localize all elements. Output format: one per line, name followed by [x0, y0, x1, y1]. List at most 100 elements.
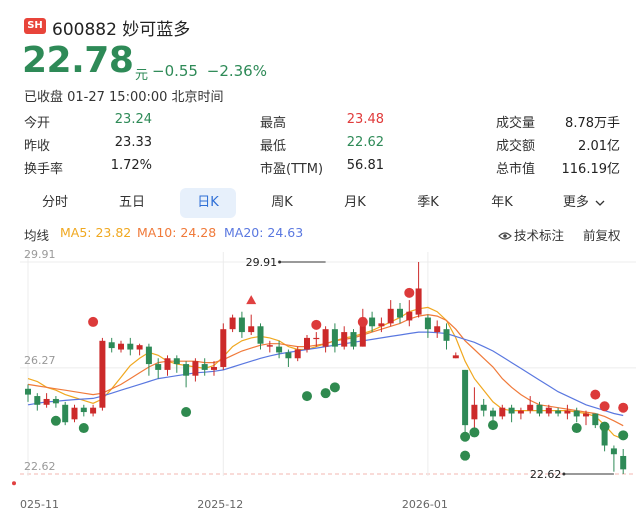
signal-dot	[78, 423, 89, 434]
candle-body	[34, 396, 41, 405]
signal-dot	[571, 423, 582, 434]
candle-body	[350, 332, 357, 347]
candle-body	[452, 355, 459, 359]
candle-body	[62, 404, 69, 423]
chart-labels: 29.91 26.27 22.62 025-11 2025-12 2026-01 29.91…	[12, 248, 614, 511]
candle-body	[573, 410, 580, 417]
signal-dot	[488, 420, 498, 431]
stat-value-open: 23.24	[114, 112, 152, 127]
candle-body	[285, 352, 292, 359]
stat-label-turnover-amount: 成交额	[496, 139, 536, 154]
change-amount: −0.55	[152, 62, 198, 80]
candle-body	[25, 388, 31, 395]
candle-body	[238, 317, 245, 333]
signal-dot	[329, 382, 340, 393]
stat-label-low: 最低	[260, 139, 287, 154]
price-unit: 元	[135, 68, 149, 83]
candle-body	[564, 410, 571, 414]
stats-grid: 今开 23.24 最高 23.48 成交量 8.78万手 昨收 23.33 最低…	[0, 110, 640, 180]
signal-triangle	[246, 295, 257, 305]
stat-label-volume: 成交量	[496, 116, 536, 131]
annotation-dot	[562, 472, 566, 476]
candle-body	[508, 407, 515, 414]
signal-dot	[311, 319, 322, 330]
candle-body	[517, 410, 524, 414]
stat-label-market-cap: 总市值	[496, 162, 536, 177]
signal-dot	[302, 391, 312, 402]
candle-body	[322, 329, 329, 347]
signal-dot	[320, 388, 331, 399]
tab-more-label: 更多	[562, 195, 589, 210]
adjust-mode-button[interactable]: 前复权	[583, 228, 621, 243]
tab-more[interactable]: 更多	[556, 188, 612, 218]
candle-body	[471, 404, 478, 420]
exchange-badge: SH	[24, 18, 46, 34]
candle-body	[424, 317, 431, 330]
tab-monthly-k[interactable]: 月K	[344, 195, 366, 210]
candle-body	[294, 349, 301, 359]
stat-label-high: 最高	[260, 116, 287, 131]
candle-body	[99, 340, 106, 408]
chevron-down-icon	[595, 200, 605, 206]
low-annotation-label: 22.62	[530, 468, 562, 481]
y-tick-label: 22.62	[24, 460, 56, 473]
tech-annotation-label: 技术标注	[514, 228, 565, 243]
market-status: 已收盘 01-27 15:00:00 北京时间	[24, 90, 224, 105]
candle-body	[620, 455, 627, 470]
candle-body	[583, 413, 589, 417]
chart-grid	[20, 252, 636, 476]
signal-dot	[599, 421, 610, 432]
stat-value-low: 22.62	[346, 135, 384, 150]
tab-weekly-k[interactable]: 周K	[271, 195, 293, 210]
candle-body	[490, 410, 496, 417]
kline-chart[interactable]: 29.91 26.27 22.62 025-11 2025-12 2026-01 29.91…	[0, 244, 640, 526]
stat-value-market-cap: 116.19亿	[561, 162, 621, 177]
stat-value-high: 23.48	[346, 112, 384, 127]
candle-body	[266, 345, 273, 347]
candle-body	[173, 358, 180, 365]
ma5-legend: MA5: 23.82	[60, 225, 132, 240]
tab-five-day[interactable]: 五日	[118, 195, 145, 210]
candle-body	[127, 343, 134, 350]
tab-intraday[interactable]: 分时	[41, 195, 68, 210]
candle-body	[601, 425, 608, 446]
change-percent: −2.36%	[206, 62, 267, 80]
x-tick-label: 025-11	[20, 498, 59, 511]
candle-body	[313, 337, 320, 340]
x-tick-label: 2025-12	[197, 498, 243, 511]
candle-body	[248, 326, 255, 333]
candle-body	[257, 326, 264, 344]
high-annotation-label: 29.91	[246, 256, 278, 269]
candle-body	[434, 326, 441, 333]
y-tick-label: 26.27	[24, 354, 56, 367]
signal-dot	[469, 427, 480, 438]
ma20-legend: MA20: 24.63	[224, 225, 304, 240]
eye-icon	[498, 232, 512, 240]
candle-body	[211, 366, 217, 370]
annotation-dot	[278, 260, 282, 264]
stat-label-pe-ttm: 市盈(TTM)	[260, 162, 324, 177]
x-tick-label: 2026-01	[402, 498, 448, 511]
stat-value-turnover-amount: 2.01亿	[578, 139, 620, 154]
candle-body	[304, 337, 310, 350]
candle-body	[108, 342, 115, 349]
candle-body	[443, 329, 450, 341]
candle-body	[183, 364, 190, 376]
stat-value-turnover-rate: 1.72%	[110, 158, 152, 173]
tab-daily-k[interactable]: 日K	[180, 188, 236, 218]
signal-dot	[50, 415, 61, 426]
edge-marker	[12, 481, 16, 486]
candle-body	[276, 346, 283, 353]
tab-quarterly-k[interactable]: 季K	[417, 195, 439, 210]
tech-annotation-toggle[interactable]: 技术标注	[498, 225, 564, 244]
signal-dot	[357, 316, 368, 327]
candle-body	[118, 343, 124, 350]
candle-body	[80, 407, 87, 413]
candle-body	[359, 317, 366, 347]
candle-body	[155, 364, 162, 370]
candle-body	[527, 404, 534, 411]
stat-value-volume: 8.78万手	[565, 116, 620, 131]
signal-dot	[88, 316, 99, 327]
candle-body	[43, 398, 50, 405]
tab-yearly-k[interactable]: 年K	[491, 195, 513, 210]
